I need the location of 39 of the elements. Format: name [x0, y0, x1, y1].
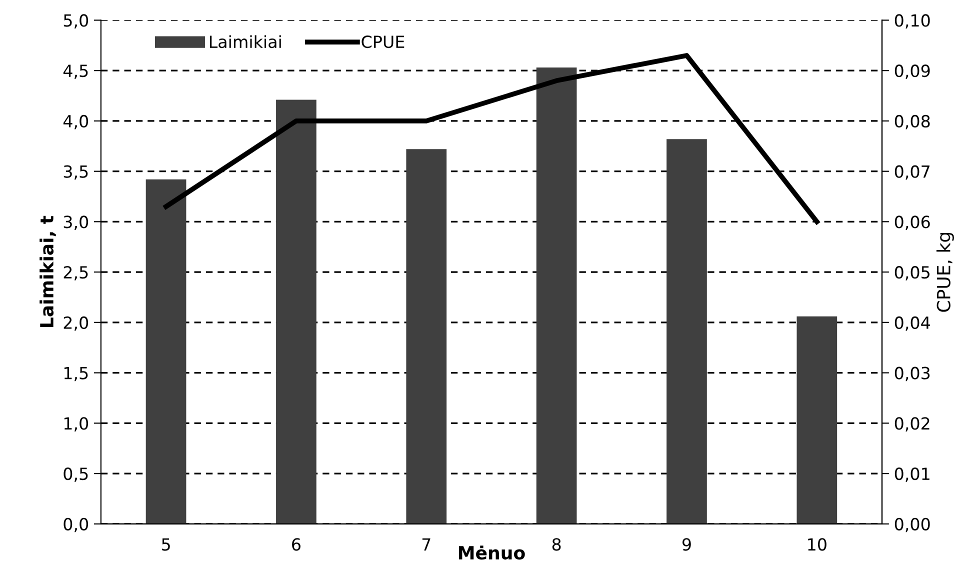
y2-tick-label: 0,02 — [894, 417, 930, 432]
y2-tick-label: 0,04 — [894, 316, 930, 331]
y2-axis-title: CPUE, kg — [936, 232, 954, 312]
x-tick-label: 9 — [682, 538, 691, 551]
y2-tick-label: 0,10 — [894, 14, 930, 28]
x-tick-label: 7 — [422, 538, 430, 550]
y2-tick-label: 0,06 — [894, 216, 930, 230]
y-tick-label: 1,0 — [64, 417, 88, 432]
bar — [666, 139, 707, 524]
y-tick-label: 4,0 — [63, 114, 88, 130]
y2-tick-label: 0,00 — [894, 518, 930, 532]
x-tick-label: 6 — [292, 538, 300, 551]
y2-tick-label: 0,01 — [894, 468, 930, 482]
y2-tick-label: 0,08 — [894, 114, 930, 130]
y-tick-label: 2,0 — [64, 316, 88, 331]
y-axis-title: Laimikiai, t — [40, 216, 56, 328]
legend-label: Laimikiai — [210, 35, 281, 48]
y2-tick-label: 0,09 — [894, 64, 930, 79]
y-tick-label: 3,5 — [64, 165, 88, 180]
bar — [146, 179, 186, 524]
y2-tick-label: 0,05 — [894, 266, 930, 280]
y2-tick-label: 0,07 — [894, 165, 930, 180]
y-tick-label: 0,0 — [64, 518, 88, 532]
y-tick-label: 1,5 — [64, 366, 88, 382]
bar — [796, 316, 838, 524]
y-tick-label: 3,0 — [64, 216, 88, 230]
bar — [536, 68, 577, 524]
x-axis-title: Mėnuo — [458, 546, 525, 560]
x-tick-label: 10 — [808, 538, 826, 551]
x-tick-label: 5 — [162, 538, 170, 551]
legend-label: CPUE — [362, 35, 404, 48]
y-tick-label: 0,5 — [64, 468, 88, 482]
bar — [406, 149, 447, 524]
bar — [276, 100, 316, 524]
y2-tick-label: 0,03 — [894, 366, 930, 382]
x-tick-label: 8 — [552, 538, 561, 551]
y-tick-label: 4,5 — [63, 64, 88, 79]
y-tick-label: 2,5 — [64, 266, 88, 280]
y-tick-label: 5,0 — [64, 14, 88, 28]
